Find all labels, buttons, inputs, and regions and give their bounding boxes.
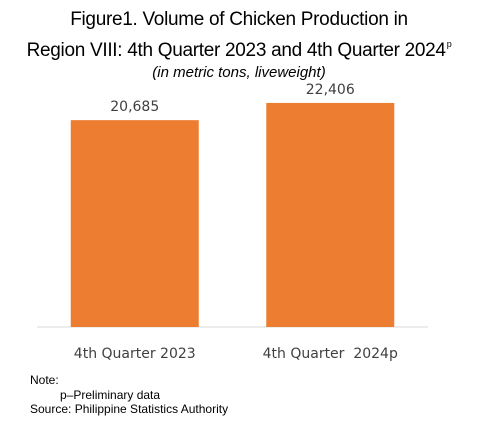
preliminary-superscript: p	[446, 39, 452, 49]
data-label-1: 20,685	[110, 99, 159, 115]
note-preliminary: p–Preliminary data	[60, 388, 161, 402]
subtitle-close-paren: )	[320, 64, 326, 81]
category-label-2: 4th Quarter 2024p	[263, 346, 398, 362]
bar-2	[266, 102, 395, 327]
subtitle-units: in metric tons, liveweight	[157, 64, 321, 81]
note-source: Source: Philippine Statistics Authority	[30, 402, 229, 416]
chart-title-line2: Region VIII: 4th Quarter 2023 and 4th Qu…	[0, 33, 478, 62]
note-label: Note:	[30, 373, 59, 387]
chart-title-line2-text: Region VIII: 4th Quarter 2023 and 4th Qu…	[26, 40, 446, 61]
bar-1	[70, 120, 199, 328]
chart-subtitle: (in metric tons, liveweight)	[0, 63, 478, 83]
chart-title-line1: Figure1. Volume of Chicken Production in	[70, 9, 408, 30]
data-label-2: 22,406	[306, 82, 355, 98]
category-label-1: 4th Quarter 2023	[74, 346, 196, 362]
subtitle-open-paren: (	[152, 64, 158, 81]
